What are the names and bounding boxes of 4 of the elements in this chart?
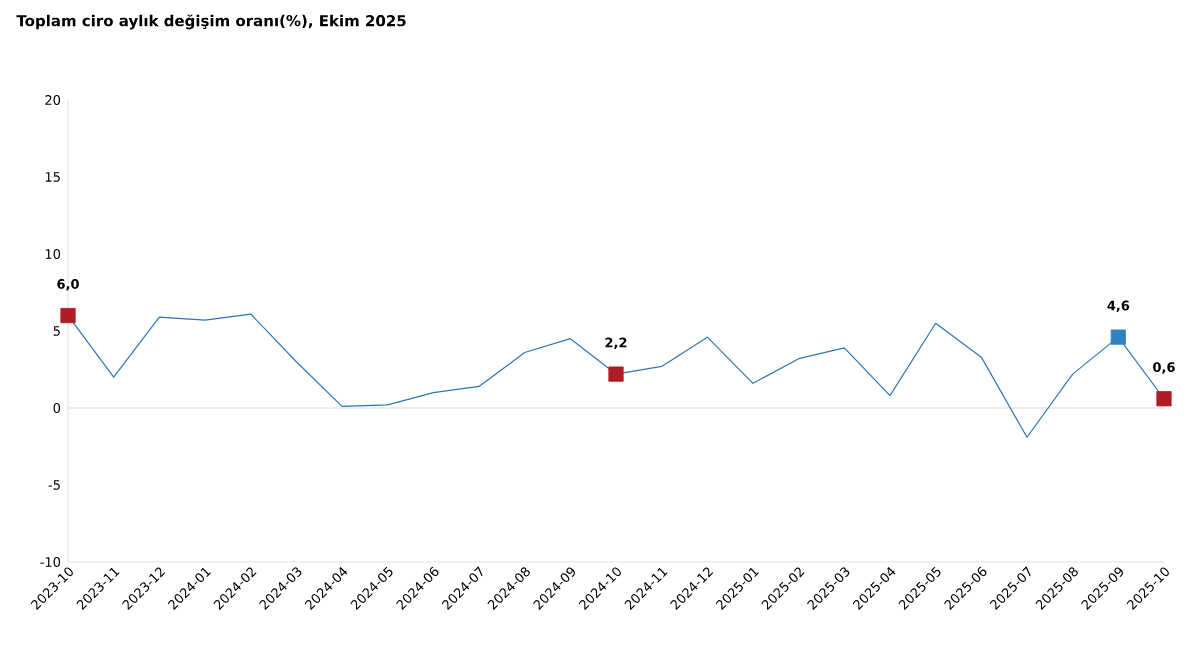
point [1156,391,1172,407]
point [608,366,624,382]
point [1110,329,1126,345]
point [60,307,76,324]
